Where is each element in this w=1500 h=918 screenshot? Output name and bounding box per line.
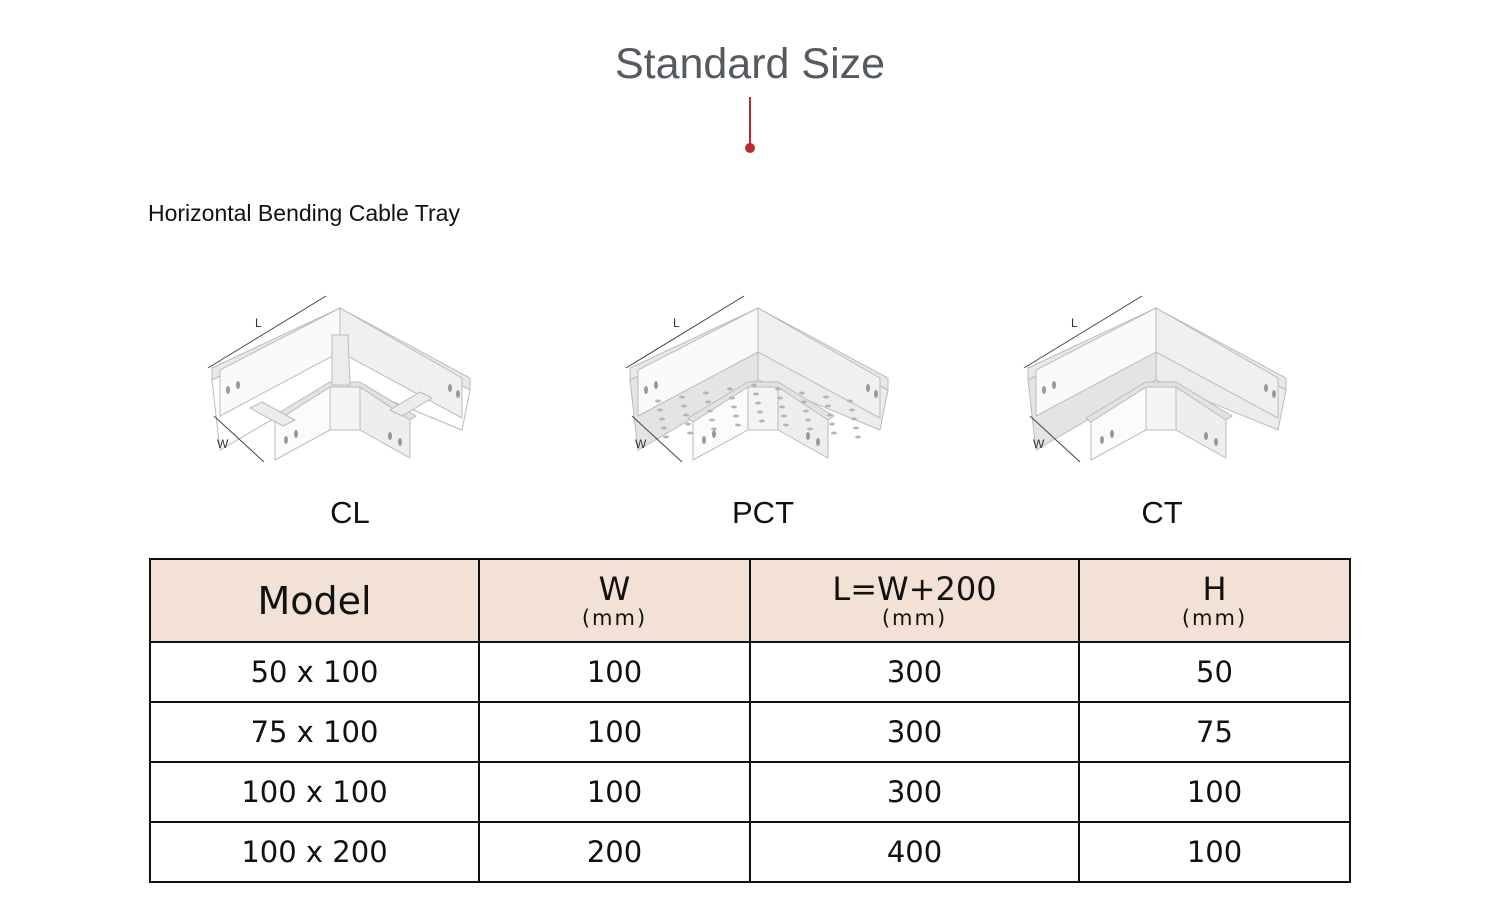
cable-tray-illustration: L W	[1023, 295, 1287, 463]
title-divider	[749, 97, 751, 145]
cell-model: 100 x 200	[149, 821, 480, 883]
page-title: Standard Size	[614, 40, 886, 88]
cell-l: 300	[749, 701, 1080, 763]
length-label: L	[1071, 316, 1078, 330]
header-label: L=W+200	[832, 569, 997, 608]
table-header-row: Model W (mm) L=W+200 (mm) H (mm)	[149, 558, 1351, 643]
cell-w: 100	[478, 701, 751, 763]
cell-l: 300	[749, 761, 1080, 823]
section-subtitle: Horizontal Bending Cable Tray	[148, 200, 460, 226]
cell-h: 50	[1078, 641, 1351, 703]
cell-w: 100	[478, 761, 751, 823]
header-unit: (mm)	[881, 605, 948, 630]
header-l: L=W+200 (mm)	[749, 558, 1080, 643]
cell-h: 100	[1078, 821, 1351, 883]
width-label: W	[1033, 437, 1045, 451]
title-divider-dot	[745, 143, 755, 153]
header-unit: (mm)	[1181, 605, 1248, 630]
header-label: H	[1202, 569, 1227, 608]
product-label-cl: CL	[330, 495, 370, 530]
cell-model: 75 x 100	[149, 701, 480, 763]
perforation-holes	[655, 383, 861, 439]
length-label: L	[673, 316, 680, 330]
cell-w: 100	[478, 641, 751, 703]
product-pct-image: L W	[618, 290, 918, 475]
cable-tray-illustration: L W	[625, 295, 889, 463]
product-cl-image: L W	[200, 290, 500, 475]
width-label: W	[217, 437, 229, 451]
table-row: 75 x 100 100 300 75	[149, 701, 1351, 763]
table-row: 100 x 100 100 300 100	[149, 761, 1351, 823]
cell-l: 300	[749, 641, 1080, 703]
cell-model: 100 x 100	[149, 761, 480, 823]
table-row: 50 x 100 100 300 50	[149, 641, 1351, 703]
width-label: W	[635, 437, 647, 451]
header-w: W (mm)	[478, 558, 751, 643]
cell-l: 400	[749, 821, 1080, 883]
size-table: Model W (mm) L=W+200 (mm) H (mm) 50 x 100 10…	[149, 558, 1351, 883]
cell-w: 200	[478, 821, 751, 883]
product-ct-image: L W	[1016, 290, 1316, 475]
product-label-ct: CT	[1141, 495, 1183, 530]
table-row: 100 x 200 200 400 100	[149, 821, 1351, 883]
header-label: W	[598, 569, 631, 608]
ladder-rungs	[248, 334, 434, 427]
header-h: H (mm)	[1078, 558, 1351, 643]
cell-h: 75	[1078, 701, 1351, 763]
cell-h: 100	[1078, 761, 1351, 823]
cable-tray-illustration: L W	[207, 295, 471, 463]
cell-model: 50 x 100	[149, 641, 480, 703]
product-label-pct: PCT	[732, 495, 794, 530]
header-model: Model	[149, 558, 480, 643]
header-label: Model	[257, 578, 372, 623]
header-unit: (mm)	[581, 605, 648, 630]
length-label: L	[255, 316, 262, 330]
